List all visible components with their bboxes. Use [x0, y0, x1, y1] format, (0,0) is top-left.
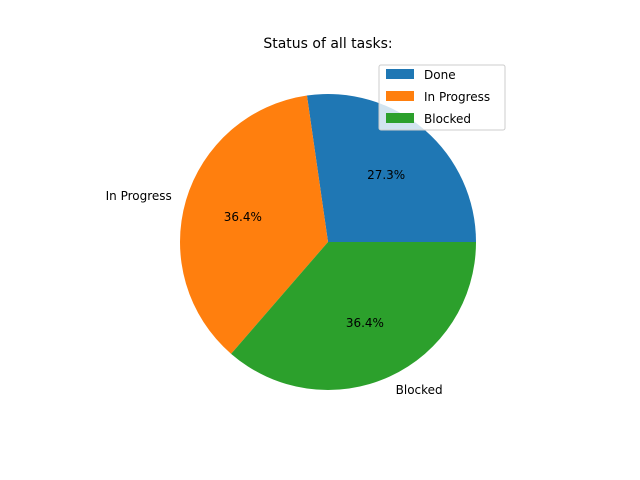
pie-slice-done — [306, 93, 476, 242]
slice-labels: In Progress Blocked — [106, 189, 443, 397]
legend-swatch-in-progress — [386, 91, 414, 101]
legend-label-done: Done — [424, 68, 456, 82]
pie-slice-in-progress — [179, 95, 328, 354]
percent-label-done: 27.3% — [367, 168, 405, 182]
pie-slice-blocked — [231, 242, 476, 391]
percent-labels: 27.3% 36.4% 36.4% — [224, 168, 405, 330]
pie-slices — [179, 93, 476, 391]
legend-label-blocked: Blocked — [424, 112, 471, 126]
legend: Done In Progress Blocked — [378, 64, 506, 131]
percent-label-in-progress: 36.4% — [224, 210, 262, 224]
legend-label-in-progress: In Progress — [424, 90, 490, 104]
slice-label-blocked: Blocked — [396, 383, 443, 397]
chart-title: Status of all tasks: — [263, 36, 392, 52]
percent-label-blocked: 36.4% — [346, 316, 384, 330]
legend-swatch-blocked — [386, 113, 414, 123]
slice-label-in-progress: In Progress — [106, 189, 172, 203]
legend-swatch-done — [386, 69, 414, 79]
